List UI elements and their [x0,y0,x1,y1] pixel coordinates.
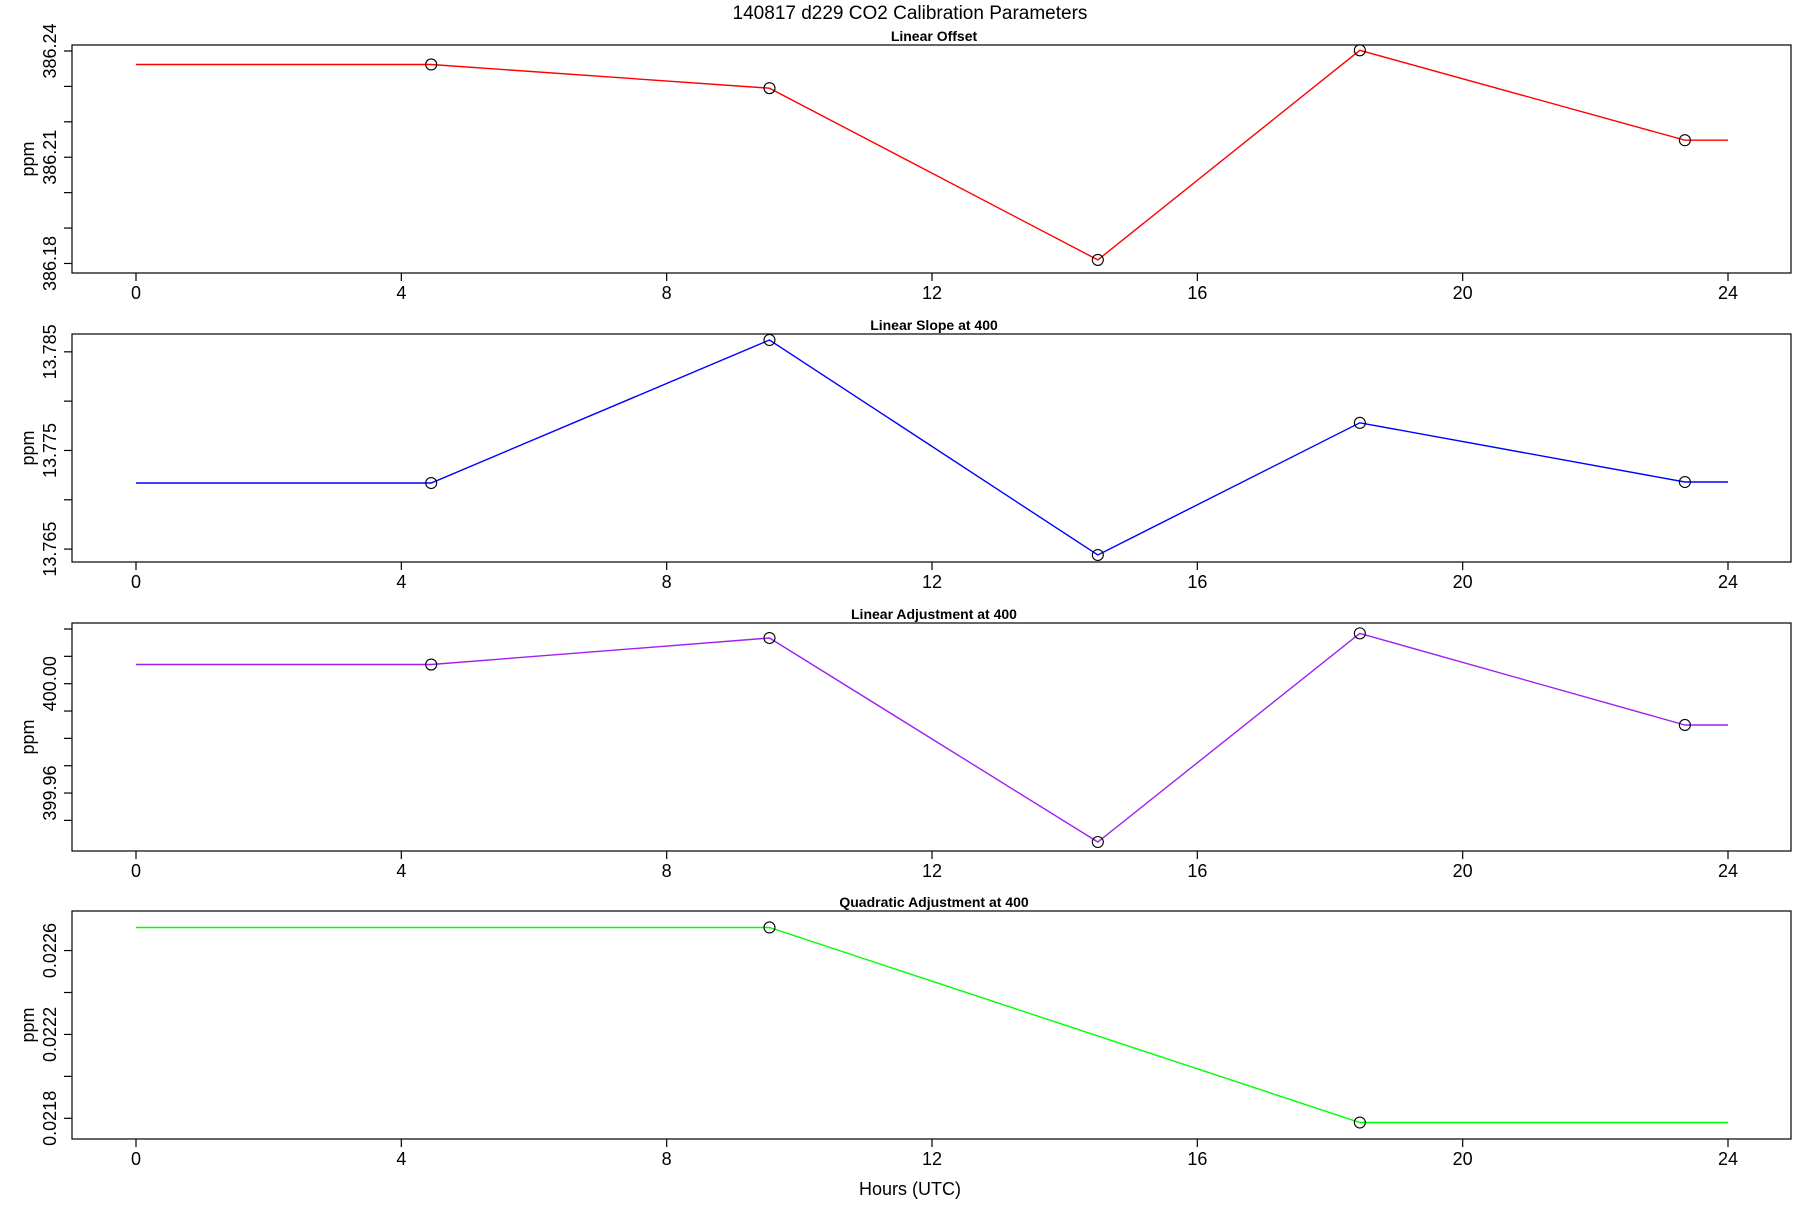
plot-box [71,622,1792,852]
data-point [425,658,438,671]
data-point [1091,835,1104,849]
panel-1: Linear Offset 0 4 8 12 16 20 24 386.18 386.21 386.… [18,23,1792,303]
data-point [1678,134,1691,147]
data-point [1353,416,1366,429]
x-axis-label: Hours (UTC) [859,1179,961,1199]
series-line [136,926,1728,1124]
data-point [1091,548,1104,562]
data-point [1678,475,1691,489]
y-axis-label: ppm [18,430,38,465]
x-tick-label: 20 [1453,1149,1473,1169]
x-tick-label: 20 [1453,861,1473,881]
data-point [763,631,776,645]
panel-4: Quadratic Adjustment at 400 0 4 8 12 16 20 24 0.… [18,894,1792,1169]
y-tick-label: 386.24 [40,23,60,78]
plot-box [71,44,1792,274]
y-tick-label: 0.0226 [40,923,60,978]
y-axis-label: ppm [18,1007,38,1042]
data-point [763,82,776,95]
y-tick-label: 399.96 [40,766,60,821]
y-tick-label: 400.00 [40,656,60,711]
y-axis-label: ppm [18,719,38,754]
data-point [425,58,438,71]
y-tick-label: 13.775 [40,423,60,478]
x-tick-label: 4 [396,283,406,303]
y-tick-label: 386.18 [40,236,60,291]
x-tick-label: 20 [1453,572,1473,592]
x-tick-label: 8 [662,572,672,592]
data-point [1353,1116,1366,1129]
y-tick-label: 13.785 [40,324,60,379]
x-tick-label: 4 [396,1149,406,1169]
x-tick-label: 16 [1187,1149,1207,1169]
x-tick-label: 24 [1718,572,1738,592]
data-point [1091,253,1104,266]
panel-title: Linear Slope at 400 [870,317,998,333]
y-axis-label: ppm [18,141,38,176]
data-point [1353,627,1366,640]
series-line [136,49,1728,261]
figure-title: 140817 d229 CO2 Calibration Parameters [733,3,1088,24]
x-tick-label: 0 [131,572,141,592]
x-tick-label: 4 [396,861,406,881]
x-tick-label: 24 [1718,1149,1738,1169]
x-tick-label: 0 [131,283,141,303]
panel-title: Linear Adjustment at 400 [851,606,1017,622]
x-tick-label: 24 [1718,283,1738,303]
data-point [425,476,438,490]
x-tick-label: 20 [1453,283,1473,303]
x-tick-label: 24 [1718,861,1738,881]
x-tick-label: 12 [922,572,942,592]
data-point [763,333,776,347]
plot-box [71,910,1792,1140]
x-tick-label: 12 [922,1149,942,1169]
x-tick-label: 16 [1187,572,1207,592]
x-tick-label: 16 [1187,283,1207,303]
y-tick-label: 386.21 [40,130,60,185]
panels: Linear Offset 0 4 8 12 16 20 24 386.18 386.21 386.… [18,23,1792,1169]
x-tick-label: 0 [131,861,141,881]
y-tick-label: 0.0218 [40,1091,60,1146]
x-tick-label: 16 [1187,861,1207,881]
x-tick-label: 8 [662,1149,672,1169]
data-point [1353,44,1366,57]
panel-title: Quadratic Adjustment at 400 [839,894,1029,910]
plot-box [71,333,1792,563]
y-tick-label: 0.0222 [40,1007,60,1062]
x-tick-label: 0 [131,1149,141,1169]
data-point [763,921,776,934]
x-tick-label: 4 [396,572,406,592]
x-tick-label: 8 [662,861,672,881]
panel-2: Linear Slope at 400 0 4 8 12 16 20 24 13.765 13.7… [18,317,1792,592]
data-point [1678,718,1691,732]
panel-title: Linear Offset [891,28,978,44]
series-line [136,339,1728,556]
x-tick-label: 12 [922,283,942,303]
x-tick-label: 8 [662,283,672,303]
x-tick-label: 12 [922,861,942,881]
y-tick-label: 13.765 [40,522,60,577]
panel-3: Linear Adjustment at 400 0 4 8 12 16 20 24 399.9… [18,606,1792,881]
series-line [136,632,1728,843]
